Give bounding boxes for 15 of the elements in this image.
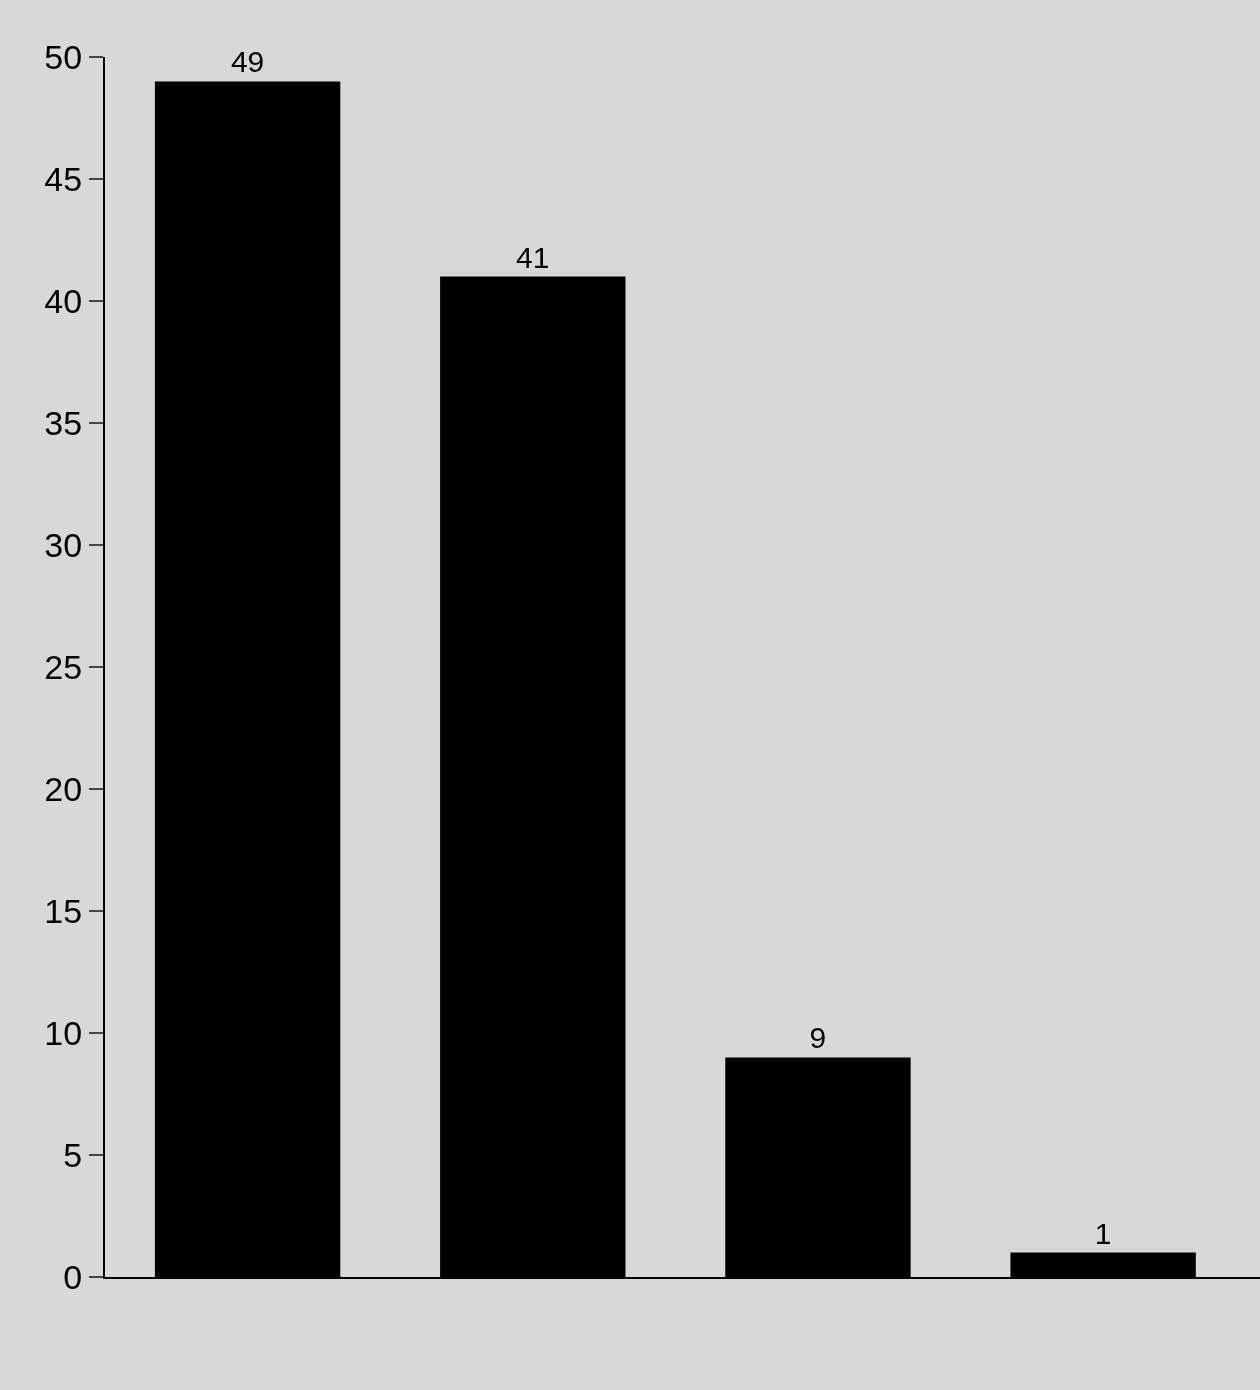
- y-tick-label: 20: [44, 769, 83, 808]
- y-tick-label: 5: [63, 1135, 83, 1174]
- y-tick-label: 50: [44, 37, 83, 76]
- y-tick-label: 35: [44, 403, 83, 442]
- data-label: 49: [230, 45, 265, 79]
- y-tick-label: 30: [44, 525, 83, 564]
- y-tick-label: 45: [44, 159, 83, 198]
- y-tick-label: 0: [63, 1257, 83, 1296]
- data-label: 41: [516, 240, 550, 274]
- data-label: 1: [1094, 1216, 1112, 1250]
- y-tick-label: 25: [44, 647, 83, 686]
- y-tick-label: 40: [44, 281, 83, 320]
- y-tick-label: 10: [44, 1013, 83, 1052]
- data-label: 9: [809, 1021, 827, 1055]
- y-tick-label: 15: [44, 891, 83, 930]
